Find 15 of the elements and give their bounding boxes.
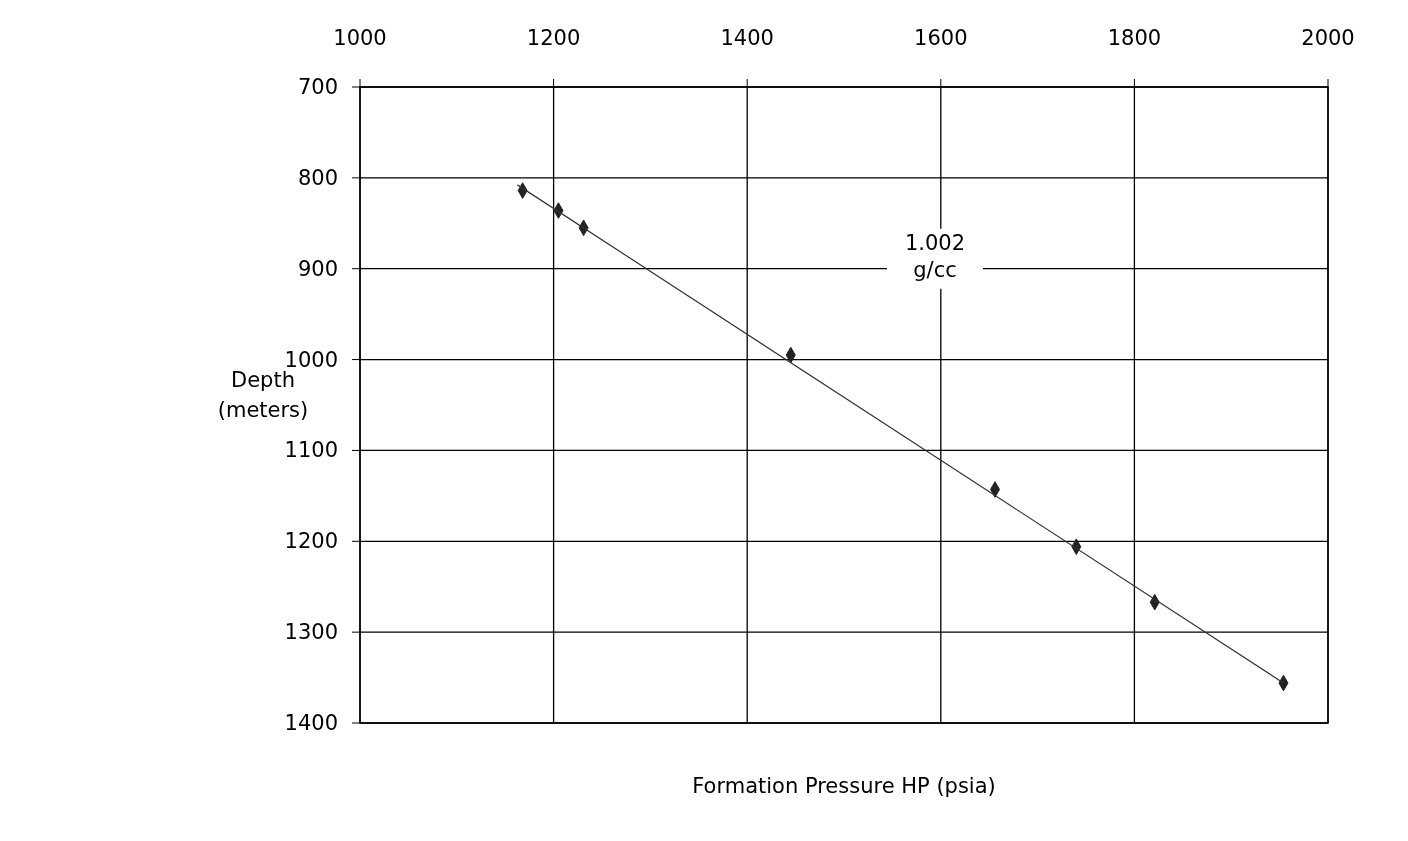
x-tick-label: 1600 bbox=[914, 26, 968, 50]
x-tick-label: 1000 bbox=[333, 26, 387, 50]
x-tick-label: 2000 bbox=[1301, 26, 1355, 50]
y-tick-label: 900 bbox=[297, 256, 338, 281]
x-tick-label: 1800 bbox=[1107, 26, 1162, 50]
y-tick-label: 1100 bbox=[284, 438, 338, 463]
y-tick-label: 1300 bbox=[284, 620, 338, 645]
annotation: 1.002 g/cc bbox=[904, 230, 966, 282]
y-tick-label: 800 bbox=[297, 165, 338, 190]
x-tick-label: 1400 bbox=[720, 26, 774, 50]
x-tick-label: 1200 bbox=[526, 26, 581, 50]
x-axis-title: Formation Pressure HP (psia) bbox=[692, 774, 996, 798]
y-tick-label: 700 bbox=[297, 75, 338, 99]
y-tick-label: 1400 bbox=[284, 711, 338, 735]
y-tick-label: 1200 bbox=[284, 529, 338, 554]
